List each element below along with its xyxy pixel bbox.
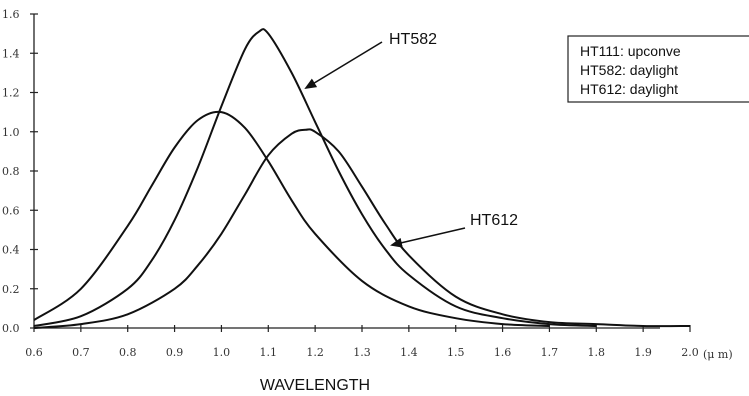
curve-ht111 [33,110,550,327]
annotation-label-ht582: HT582 [389,31,437,48]
x-tick-label: 1.7 [541,346,559,359]
y-tick-label: 1.6 [2,8,20,21]
curve-ht582 [33,28,597,327]
x-tick-label: 1.8 [588,346,606,359]
x-tick-label: 0.7 [72,346,90,359]
annotation-ht612: HT612 [390,212,518,248]
y-axis-ticks: 0.0 0.2 0.4 0.6 0.8 1.0 1.2 1.4 1.6 [2,8,38,335]
y-tick-label: 0.4 [2,244,20,257]
x-tick-label: 0.9 [166,346,184,359]
x-tick-label: 1.5 [447,346,465,359]
curves [33,28,691,329]
x-axis-unit: (μ m) [703,348,733,361]
legend-entry-ht612: HT612: daylight [580,81,678,97]
leader-arrow-ht612 [390,227,466,248]
x-tick-label: 0.8 [119,346,137,359]
legend-entry-ht582: HT582: daylight [580,62,678,78]
y-tick-label: 0.0 [2,322,20,335]
x-tick-label: 2.0 [681,346,699,359]
x-axis-title: WAVELENGTH [260,377,370,394]
y-tick-label: 1.2 [2,87,20,100]
annotation-ht582: HT582 [304,31,437,90]
x-axis-ticks: 0.6 0.7 0.8 0.9 1.0 1.1 1.2 1.3 1.4 1.5 1.6 1.7 1.8 1… [25,325,699,359]
y-tick-label: 1.0 [2,126,20,139]
x-tick-label: 1.3 [353,346,371,359]
x-tick-label: 1.9 [634,346,652,359]
x-tick-label: 1.1 [260,346,278,359]
legend-box [567,35,749,103]
y-tick-label: 1.4 [2,47,20,60]
x-tick-label: 1.6 [494,346,512,359]
legend-entry-ht111: HT111: upconve [580,43,681,59]
curve-ht612 [33,128,691,329]
y-tick-label: 0.2 [2,283,20,296]
x-tick-label: 1.2 [306,346,324,359]
x-tick-label: 0.6 [25,346,43,359]
y-tick-label: 0.8 [2,165,20,178]
annotation-label-ht612: HT612 [470,212,518,229]
x-tick-label: 1.4 [400,346,418,359]
y-tick-label: 0.6 [2,204,20,217]
legend: HT111: upconve HT582: daylight HT612: da… [567,35,749,103]
leader-arrow-ht582 [304,41,383,90]
x-tick-label: 1.0 [213,346,231,359]
